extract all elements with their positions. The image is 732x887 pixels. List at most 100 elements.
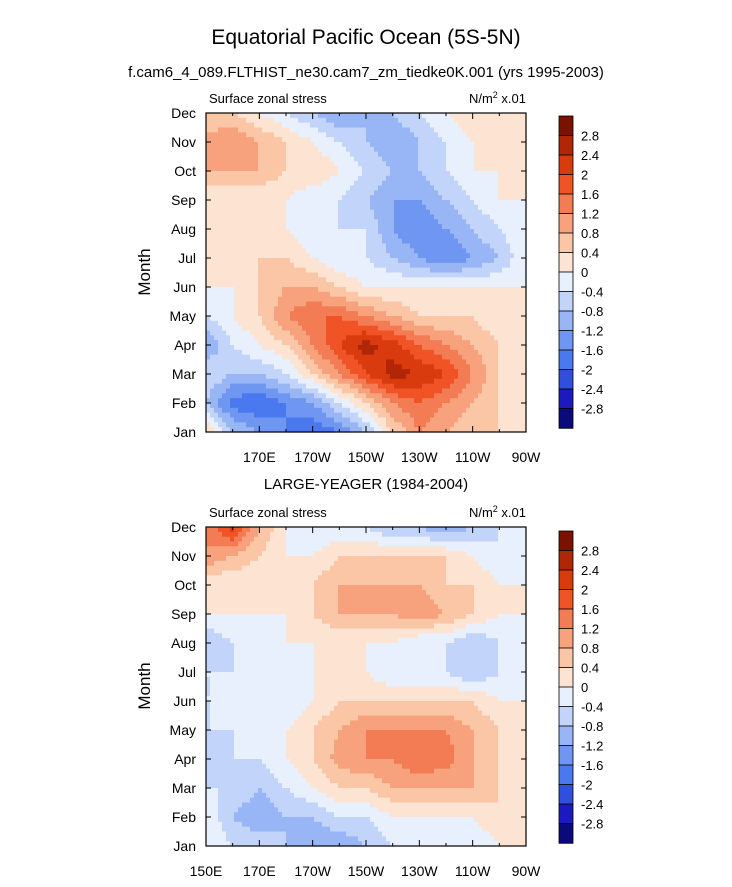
field-cell [454, 272, 459, 278]
field-cell [362, 291, 367, 298]
field-cell [218, 127, 223, 133]
field-cell [362, 388, 367, 394]
field-cell [510, 253, 515, 259]
field-cell [510, 219, 515, 225]
field-cell [450, 340, 455, 346]
field-cell [362, 151, 367, 158]
field-cell [490, 137, 495, 143]
field-cell [242, 258, 247, 264]
field-cell [502, 403, 507, 409]
field-cell [354, 407, 359, 414]
field-cell [266, 349, 271, 356]
field-cell [390, 122, 395, 129]
field-cell [406, 345, 411, 351]
field-cell [494, 359, 499, 365]
field-cell [446, 345, 451, 351]
field-cell [218, 190, 223, 196]
field-cell [350, 267, 355, 274]
field-cell [462, 233, 467, 240]
field-cell [506, 359, 511, 365]
field-cell [354, 127, 359, 133]
field-cell [302, 374, 307, 380]
field-cell [262, 146, 267, 153]
field-cell [310, 311, 315, 317]
field-cell [218, 335, 223, 341]
field-cell [346, 383, 351, 390]
field-cell [378, 248, 383, 254]
field-cell [234, 209, 239, 216]
field-cell [226, 195, 231, 201]
field-cell [378, 282, 383, 288]
field-cell [470, 185, 475, 191]
field-cell [486, 113, 491, 119]
field-cell [430, 113, 435, 119]
field-cell [498, 171, 503, 177]
field-cell [498, 142, 503, 148]
field-cell [358, 349, 363, 356]
field-cell [366, 209, 371, 216]
field-cell [338, 243, 343, 249]
field-cell [226, 330, 231, 336]
field-cell [238, 253, 243, 259]
field-cell [502, 398, 507, 404]
field-cell [422, 122, 427, 129]
field-cell [494, 325, 499, 332]
field-cell [438, 122, 443, 129]
field-cell [346, 137, 351, 143]
field-cell [374, 117, 379, 124]
field-cell [518, 330, 523, 336]
field-cell [262, 253, 267, 259]
field-cell [422, 349, 427, 356]
field-cell [230, 238, 235, 245]
field-cell [438, 311, 443, 317]
field-cell [502, 316, 507, 322]
field-cell [474, 378, 479, 385]
field-cell [334, 142, 339, 148]
field-cell [494, 122, 499, 129]
field-cell [362, 340, 367, 346]
field-cell [398, 142, 403, 148]
field-cell [302, 272, 307, 278]
field-cell [410, 117, 415, 124]
field-cell [238, 325, 243, 332]
field-cell [506, 142, 511, 148]
field-cell [366, 258, 371, 264]
field-cell [490, 161, 495, 167]
field-cell [290, 224, 295, 230]
field-cell [522, 219, 527, 225]
field-cell [378, 359, 383, 365]
field-cell [274, 127, 279, 133]
field-cell [398, 209, 403, 216]
field-cell [318, 272, 323, 278]
field-cell [462, 113, 467, 119]
field-cell [214, 137, 219, 143]
field-cell [378, 190, 383, 196]
field-cell [466, 349, 471, 356]
field-cell [470, 393, 475, 399]
field-cell [342, 330, 347, 336]
field-cell [446, 209, 451, 216]
field-cell [206, 325, 211, 332]
field-cell [518, 369, 523, 375]
field-cell [306, 407, 311, 414]
field-cell [474, 383, 479, 390]
field-cell [206, 277, 211, 283]
field-cell [250, 229, 255, 235]
field-cell [358, 166, 363, 172]
field-cell [230, 161, 235, 167]
field-cell [262, 393, 267, 399]
field-cell [318, 122, 323, 129]
field-cell [410, 306, 415, 312]
field-cell [350, 306, 355, 312]
field-cell [398, 190, 403, 196]
field-cell [322, 267, 327, 274]
field-cell [398, 229, 403, 235]
field-cell [390, 156, 395, 162]
field-cell [286, 113, 291, 119]
field-cell [270, 407, 275, 414]
field-cell [246, 146, 251, 153]
field-cell [282, 311, 287, 317]
field-cell [378, 185, 383, 191]
field-cell [438, 277, 443, 283]
field-cell [418, 132, 423, 138]
